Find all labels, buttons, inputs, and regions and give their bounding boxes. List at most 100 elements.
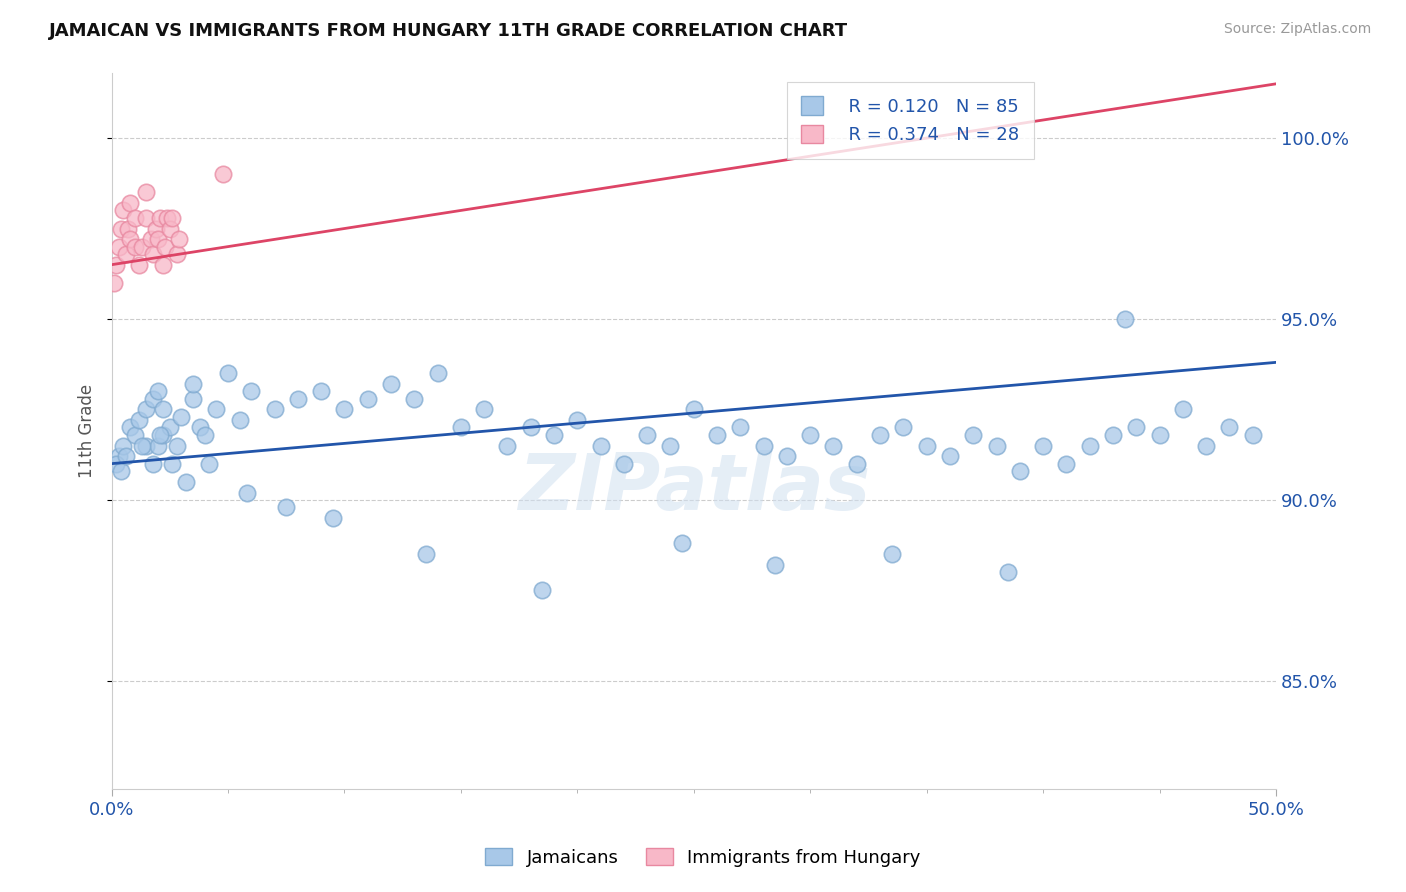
Point [131,439,153,453]
Point [181,392,204,406]
Point [167,232,190,246]
Point [128,258,150,272]
Point [1241,427,1264,442]
Point [880,547,903,561]
Point [117,221,139,235]
Point [450,420,472,434]
Point [567,413,589,427]
Point [146,384,169,399]
Point [962,427,984,442]
Point [1218,420,1240,434]
Point [730,420,752,434]
Point [240,384,263,399]
Point [124,239,146,253]
Point [188,420,211,434]
Point [170,409,193,424]
Point [1054,457,1077,471]
Point [986,439,1008,453]
Point [110,464,132,478]
Point [682,402,704,417]
Point [105,258,128,272]
Point [166,439,188,453]
Text: Source: ZipAtlas.com: Source: ZipAtlas.com [1223,22,1371,37]
Point [146,232,169,246]
Point [152,258,174,272]
Point [845,457,868,471]
Point [135,439,157,453]
Point [228,413,250,427]
Point [426,366,449,380]
Point [915,439,938,453]
Point [135,211,157,225]
Point [142,247,165,261]
Point [166,247,188,261]
Point [776,450,799,464]
Point [107,450,129,464]
Legend:   R = 0.120   N = 85,   R = 0.374   N = 28: R = 0.120 N = 85, R = 0.374 N = 28 [787,82,1033,159]
Point [159,420,181,434]
Point [636,427,658,442]
Point [1078,439,1101,453]
Point [891,420,914,434]
Point [659,439,682,453]
Point [263,402,285,417]
Point [149,427,172,442]
Point [110,221,132,235]
Point [159,221,181,235]
Point [142,392,165,406]
Point [276,500,298,514]
Point [752,439,775,453]
Point [939,450,962,464]
Point [706,427,728,442]
Point [135,402,157,417]
Point [212,167,235,181]
Point [869,427,891,442]
Point [531,583,554,598]
Point [763,558,786,572]
Point [145,221,167,235]
Point [194,427,217,442]
Point [671,536,693,550]
Point [124,211,146,225]
Point [613,457,636,471]
Point [235,485,257,500]
Point [152,402,174,417]
Point [1008,464,1031,478]
Point [322,511,344,525]
Point [1171,402,1194,417]
Point [107,239,129,253]
Point [205,402,228,417]
Point [198,457,221,471]
Point [112,203,135,218]
Point [519,420,541,434]
Legend: Jamaicans, Immigrants from Hungary: Jamaicans, Immigrants from Hungary [478,841,928,874]
Point [114,247,136,261]
Point [1195,439,1218,453]
Point [153,239,176,253]
Point [103,276,125,290]
Point [124,427,146,442]
Point [112,439,135,453]
Point [120,420,142,434]
Point [181,377,204,392]
Point [472,402,495,417]
Point [1149,427,1171,442]
Point [309,384,332,399]
Point [1032,439,1054,453]
Point [357,392,380,406]
Point [120,196,142,211]
Point [114,450,136,464]
Y-axis label: 11th Grade: 11th Grade [79,384,96,478]
Point [543,427,565,442]
Point [160,457,183,471]
Point [135,186,157,200]
Point [139,232,162,246]
Point [156,211,179,225]
Point [120,232,142,246]
Point [589,439,612,453]
Point [152,427,174,442]
Point [1102,427,1125,442]
Point [146,439,169,453]
Point [799,427,821,442]
Point [105,457,128,471]
